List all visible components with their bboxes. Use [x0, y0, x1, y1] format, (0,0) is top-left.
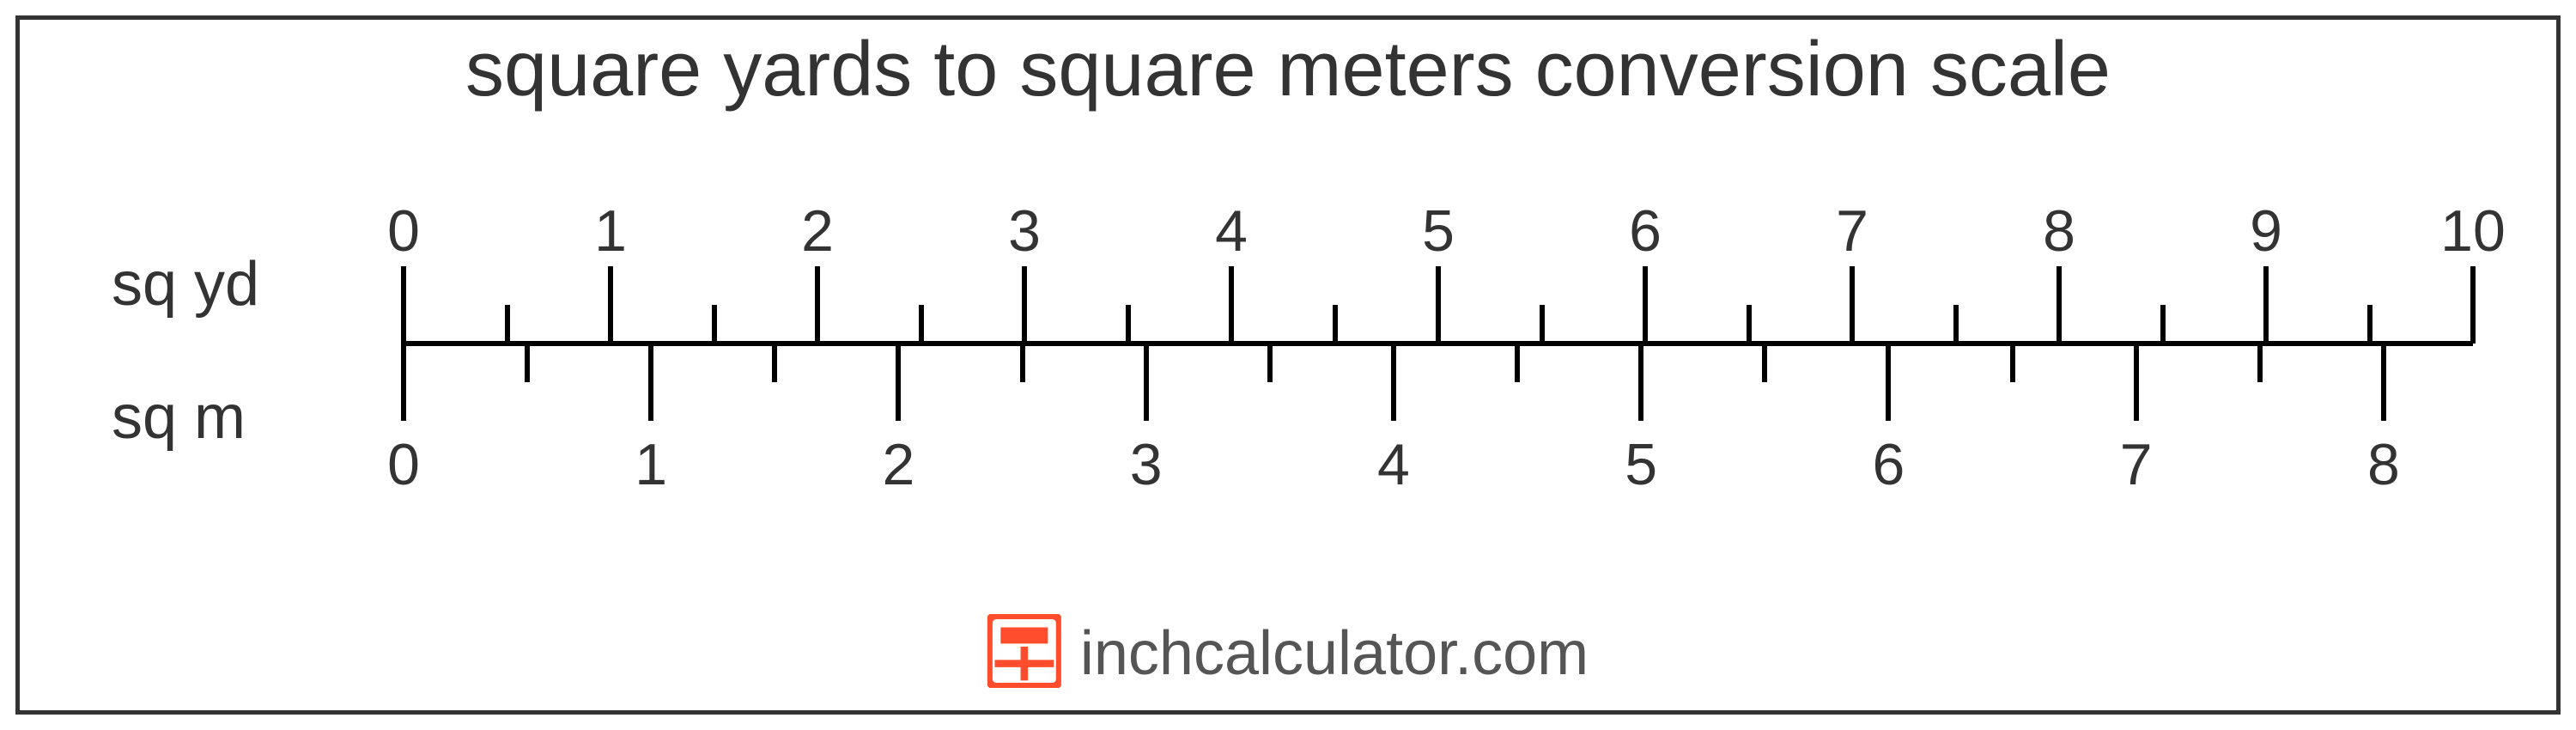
bottom-minor-tick: [1020, 344, 1025, 382]
top-minor-tick: [1953, 305, 1959, 344]
top-major-tick: [1229, 266, 1234, 344]
bottom-minor-tick: [1267, 344, 1273, 382]
bottom-major-tick: [401, 344, 406, 421]
chart-title: square yards to square meters conversion…: [0, 26, 2576, 114]
top-major-tick: [1436, 266, 1441, 344]
bottom-tick-label: 6: [1872, 431, 1905, 498]
bottom-major-tick: [648, 344, 653, 421]
bottom-major-tick: [1638, 344, 1643, 421]
top-tick-label: 1: [594, 198, 627, 265]
top-minor-tick: [505, 305, 510, 344]
top-minor-tick: [919, 305, 924, 344]
top-tick-label: 3: [1008, 198, 1041, 265]
bottom-major-tick: [1144, 344, 1149, 421]
top-minor-tick: [1126, 305, 1131, 344]
top-tick-label: 9: [2250, 198, 2282, 265]
bottom-tick-label: 5: [1625, 431, 1657, 498]
top-tick-label: 8: [2043, 198, 2075, 265]
bottom-unit-label: sq m: [112, 382, 246, 453]
top-major-tick: [1850, 266, 1855, 344]
top-minor-tick: [1747, 305, 1752, 344]
footer: inchcalculator.com: [987, 614, 1589, 692]
top-tick-label: 5: [1422, 198, 1455, 265]
bottom-tick-label: 1: [635, 431, 667, 498]
outer-frame: [15, 15, 2561, 715]
bottom-major-tick: [2134, 344, 2139, 421]
top-major-tick: [401, 266, 406, 344]
bottom-major-tick: [1886, 344, 1891, 421]
bottom-major-tick: [896, 344, 901, 421]
bottom-minor-tick: [525, 344, 530, 382]
bottom-tick-label: 4: [1377, 431, 1410, 498]
bottom-tick-label: 2: [883, 431, 915, 498]
top-major-tick: [2263, 266, 2269, 344]
top-minor-tick: [712, 305, 717, 344]
bottom-tick-label: 0: [387, 431, 420, 498]
top-tick-label: 7: [1836, 198, 1868, 265]
top-minor-tick: [2160, 305, 2166, 344]
top-major-tick: [2057, 266, 2062, 344]
top-minor-tick: [2367, 305, 2372, 344]
bottom-major-tick: [1391, 344, 1396, 421]
top-major-tick: [1643, 266, 1648, 344]
top-unit-label: sq yd: [112, 249, 259, 319]
bottom-minor-tick: [1762, 344, 1767, 382]
bottom-minor-tick: [1515, 344, 1520, 382]
bottom-minor-tick: [2010, 344, 2015, 382]
bottom-tick-label: 3: [1130, 431, 1163, 498]
bottom-minor-tick: [772, 344, 777, 382]
calculator-icon: [987, 614, 1061, 692]
top-major-tick: [2470, 266, 2476, 344]
top-tick-label: 10: [2440, 198, 2506, 265]
top-major-tick: [815, 266, 820, 344]
top-tick-label: 0: [387, 198, 420, 265]
top-tick-label: 2: [801, 198, 834, 265]
bottom-major-tick: [2381, 344, 2386, 421]
top-tick-label: 6: [1629, 198, 1662, 265]
top-minor-tick: [1540, 305, 1545, 344]
footer-text: inchcalculator.com: [1080, 618, 1589, 689]
top-major-tick: [1022, 266, 1027, 344]
bottom-tick-label: 7: [2120, 431, 2153, 498]
top-tick-label: 4: [1215, 198, 1248, 265]
top-minor-tick: [1333, 305, 1338, 344]
bottom-tick-label: 8: [2367, 431, 2400, 498]
bottom-minor-tick: [2257, 344, 2263, 382]
top-major-tick: [608, 266, 613, 344]
